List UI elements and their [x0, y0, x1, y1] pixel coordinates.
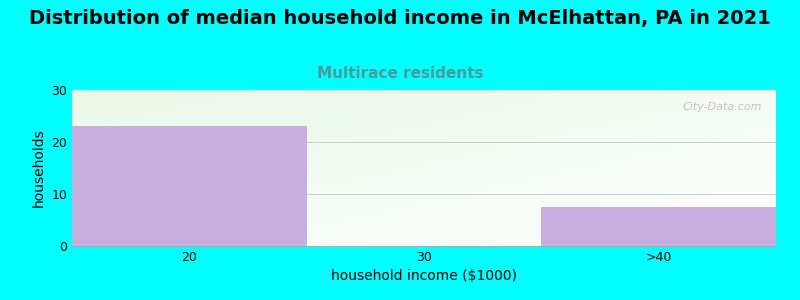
- X-axis label: household income ($1000): household income ($1000): [331, 269, 517, 284]
- Y-axis label: households: households: [32, 129, 46, 207]
- Text: City-Data.com: City-Data.com: [682, 103, 762, 112]
- Text: Distribution of median household income in McElhattan, PA in 2021: Distribution of median household income …: [29, 9, 771, 28]
- Bar: [72, 126, 306, 246]
- Text: Multirace residents: Multirace residents: [317, 66, 483, 81]
- Bar: [542, 207, 776, 246]
